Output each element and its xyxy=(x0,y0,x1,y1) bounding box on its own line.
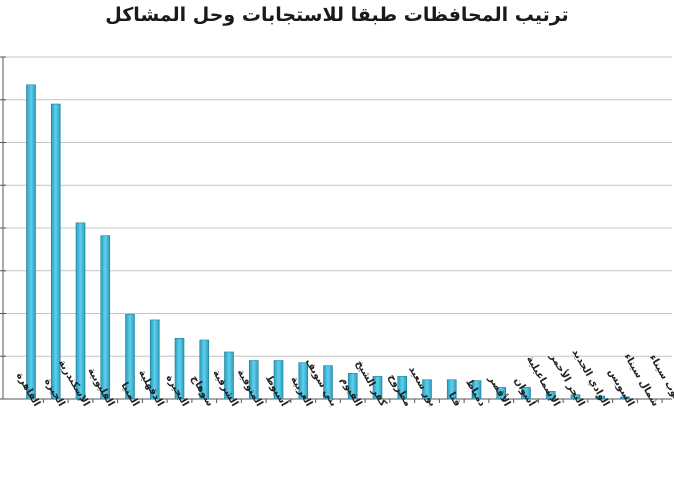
category-label: دمياط xyxy=(463,377,487,408)
category-label: الغربية xyxy=(288,374,314,408)
bar xyxy=(224,351,234,400)
bar xyxy=(595,395,606,400)
bar xyxy=(372,376,383,400)
category-label: مطروح xyxy=(386,372,413,408)
bar xyxy=(446,379,457,400)
gridlines xyxy=(3,56,672,357)
category-label: المنيا xyxy=(118,381,140,409)
bar xyxy=(149,319,160,400)
bar xyxy=(422,379,432,400)
bar xyxy=(298,362,309,400)
bar xyxy=(100,235,111,400)
bar xyxy=(471,380,482,400)
bar xyxy=(75,222,86,400)
category-label: الجيزة xyxy=(42,376,67,408)
bar xyxy=(323,365,333,400)
category-label: أسوان xyxy=(512,375,539,409)
bar xyxy=(273,360,284,400)
category-label: سوهاج xyxy=(189,374,216,409)
bar xyxy=(248,360,259,400)
bar xyxy=(496,387,507,400)
bar xyxy=(26,84,36,400)
category-label: البحيرة xyxy=(164,373,191,409)
bar xyxy=(125,314,135,400)
bar xyxy=(174,337,185,400)
chart-title: ترتيب المحافظات طبقا للاستجابات وحل المش… xyxy=(105,4,569,26)
bar xyxy=(50,103,61,400)
bar xyxy=(347,373,358,400)
axes xyxy=(0,56,672,403)
category-label: الأقصر xyxy=(485,372,514,408)
category-label: الفيوم xyxy=(338,375,364,408)
bar xyxy=(620,396,630,400)
bar xyxy=(545,391,556,400)
bar xyxy=(570,394,581,400)
bars xyxy=(26,84,630,400)
bar xyxy=(397,376,408,400)
bar xyxy=(199,339,210,400)
bar xyxy=(521,387,531,400)
